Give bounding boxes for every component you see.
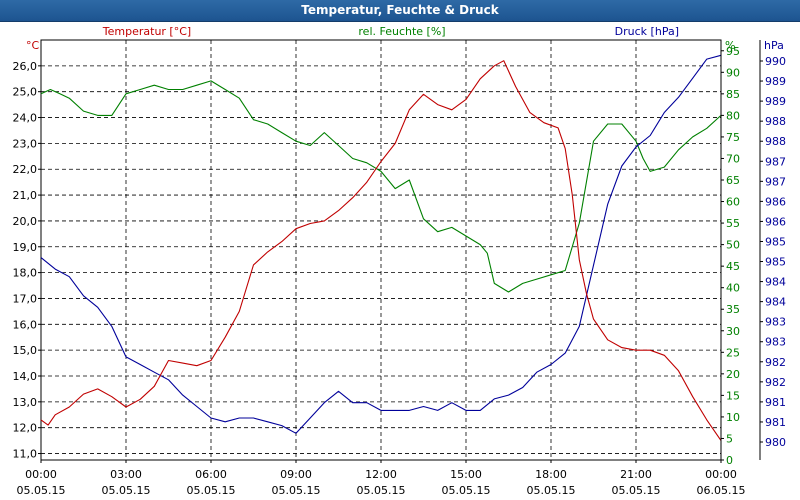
date-tick-label: 05.05.15 [527, 484, 576, 497]
time-axis: 00:00 05.05.15 03:00 05.05.15 06:00 05.05.15 0… [17, 460, 746, 497]
temp-tick-label: 24,0 [13, 112, 38, 125]
pressure-tick-label: 989 [765, 75, 786, 88]
temp-tick-label: 20,0 [13, 215, 38, 228]
time-tick-label: 15:00 [450, 468, 482, 481]
pressure-tick-label: 982 [765, 356, 786, 369]
pressure-tick-label: 981 [765, 416, 786, 429]
humidity-tick-label: 50 [726, 239, 740, 252]
temp-tick-label: 15,0 [13, 344, 38, 357]
humidity-tick-label: 35 [726, 303, 740, 316]
temp-tick-label: 22,0 [13, 163, 38, 176]
humidity-unit-label: % [725, 39, 735, 52]
pressure-tick-label: 990 [765, 55, 786, 68]
time-tick-label: 00:00 [25, 468, 57, 481]
temperature-axis: 11,0 12,0 13,0 14,0 15,0 16,0 17,0 18,0 19,0 20,0… [13, 39, 41, 461]
time-tick-label: 00:00 [705, 468, 737, 481]
pressure-axis-title: Druck [hPa] [615, 25, 679, 38]
humidity-tick-label: 95 [726, 45, 740, 58]
temp-tick-label: 19,0 [13, 241, 38, 254]
temp-tick-label: 16,0 [13, 318, 38, 331]
pressure-tick-label: 983 [765, 336, 786, 349]
temperature-axis-title: Temperatur [°C] [102, 25, 191, 38]
pressure-tick-label: 985 [765, 256, 786, 269]
grid [41, 40, 721, 460]
pressure-tick-label: 986 [765, 215, 786, 228]
series-line-humidity [40, 80, 722, 293]
window-title: Temperatur, Feuchte & Druck [301, 3, 499, 17]
date-tick-label: 05.05.15 [17, 484, 66, 497]
pressure-tick-label: 985 [765, 235, 786, 248]
pressure-tick-label: 980 [765, 436, 786, 449]
temp-tick-label: 25,0 [13, 86, 38, 99]
pressure-unit-label: hPa [764, 39, 784, 52]
pressure-tick-label: 982 [765, 376, 786, 389]
pressure-tick-label: 984 [765, 296, 786, 309]
temp-tick-label: 17,0 [13, 292, 38, 305]
pressure-tick-label: 988 [765, 135, 786, 148]
temp-tick-label: 18,0 [13, 267, 38, 280]
date-tick-label: 05.05.15 [357, 484, 406, 497]
humidity-tick-label: 70 [726, 152, 740, 165]
pressure-tick-label: 984 [765, 276, 786, 289]
time-tick-label: 12:00 [365, 468, 397, 481]
pressure-tick-label: 987 [765, 175, 786, 188]
time-tick-label: 03:00 [110, 468, 142, 481]
temp-tick-label: 12,0 [13, 422, 38, 435]
axis-labels: Temperatur [°C] rel. Feuchte [%] Druck [hP… [102, 25, 679, 38]
temp-tick-label: 21,0 [13, 189, 38, 202]
humidity-tick-label: 45 [726, 260, 740, 273]
humidity-tick-label: 5 [726, 432, 733, 445]
pressure-tick-label: 981 [765, 396, 786, 409]
date-tick-label: 05.05.15 [442, 484, 491, 497]
humidity-tick-label: 85 [726, 88, 740, 101]
pressure-axis: 980 981 981 982 982 983 983 984 984 985 985 986 986 9… [759, 39, 786, 460]
humidity-tick-label: 55 [726, 217, 740, 230]
date-tick-label: 05.05.15 [612, 484, 661, 497]
series-layer [40, 54, 722, 441]
date-tick-label: 05.05.15 [102, 484, 151, 497]
humidity-tick-label: 80 [726, 109, 740, 122]
time-tick-label: 18:00 [535, 468, 567, 481]
humidity-tick-label: 30 [726, 325, 740, 338]
humidity-tick-label: 60 [726, 196, 740, 209]
temp-unit-label: °C [26, 39, 40, 52]
humidity-tick-label: 20 [726, 368, 740, 381]
title-bar: Temperatur, Feuchte & Druck [0, 0, 800, 22]
chart: 11,0 12,0 13,0 14,0 15,0 16,0 17,0 18,0 19,0 20,0… [13, 25, 787, 497]
date-tick-label: 05.05.15 [187, 484, 236, 497]
pressure-tick-label: 989 [765, 95, 786, 108]
pressure-tick-label: 983 [765, 316, 786, 329]
pressure-tick-label: 986 [765, 195, 786, 208]
date-tick-label: 06.05.15 [697, 484, 746, 497]
humidity-tick-label: 75 [726, 131, 740, 144]
time-tick-label: 06:00 [195, 468, 227, 481]
humidity-axis: 0 5 10 15 20 25 30 35 40 45 50 55 60 65 70 75 80 85 90 95% [720, 39, 740, 467]
humidity-tick-label: 15 [726, 389, 740, 402]
temp-tick-label: 13,0 [13, 396, 38, 409]
humidity-tick-label: 0 [726, 454, 733, 467]
series-line-temperature [40, 60, 722, 441]
time-tick-label: 21:00 [620, 468, 652, 481]
humidity-tick-label: 40 [726, 282, 740, 295]
humidity-tick-label: 25 [726, 346, 740, 359]
date-tick-label: 05.05.15 [272, 484, 321, 497]
humidity-tick-label: 10 [726, 411, 740, 424]
pressure-tick-label: 987 [765, 155, 786, 168]
temp-tick-label: 23,0 [13, 137, 38, 150]
series-line-pressure [40, 54, 722, 434]
humidity-axis-title: rel. Feuchte [%] [358, 25, 445, 38]
time-tick-label: 09:00 [280, 468, 312, 481]
humidity-tick-label: 90 [726, 66, 740, 79]
temp-tick-label: 14,0 [13, 370, 38, 383]
temp-tick-label: 11,0 [13, 448, 38, 461]
pressure-tick-label: 988 [765, 115, 786, 128]
humidity-tick-label: 65 [726, 174, 740, 187]
temp-tick-label: 26,0 [13, 60, 38, 73]
